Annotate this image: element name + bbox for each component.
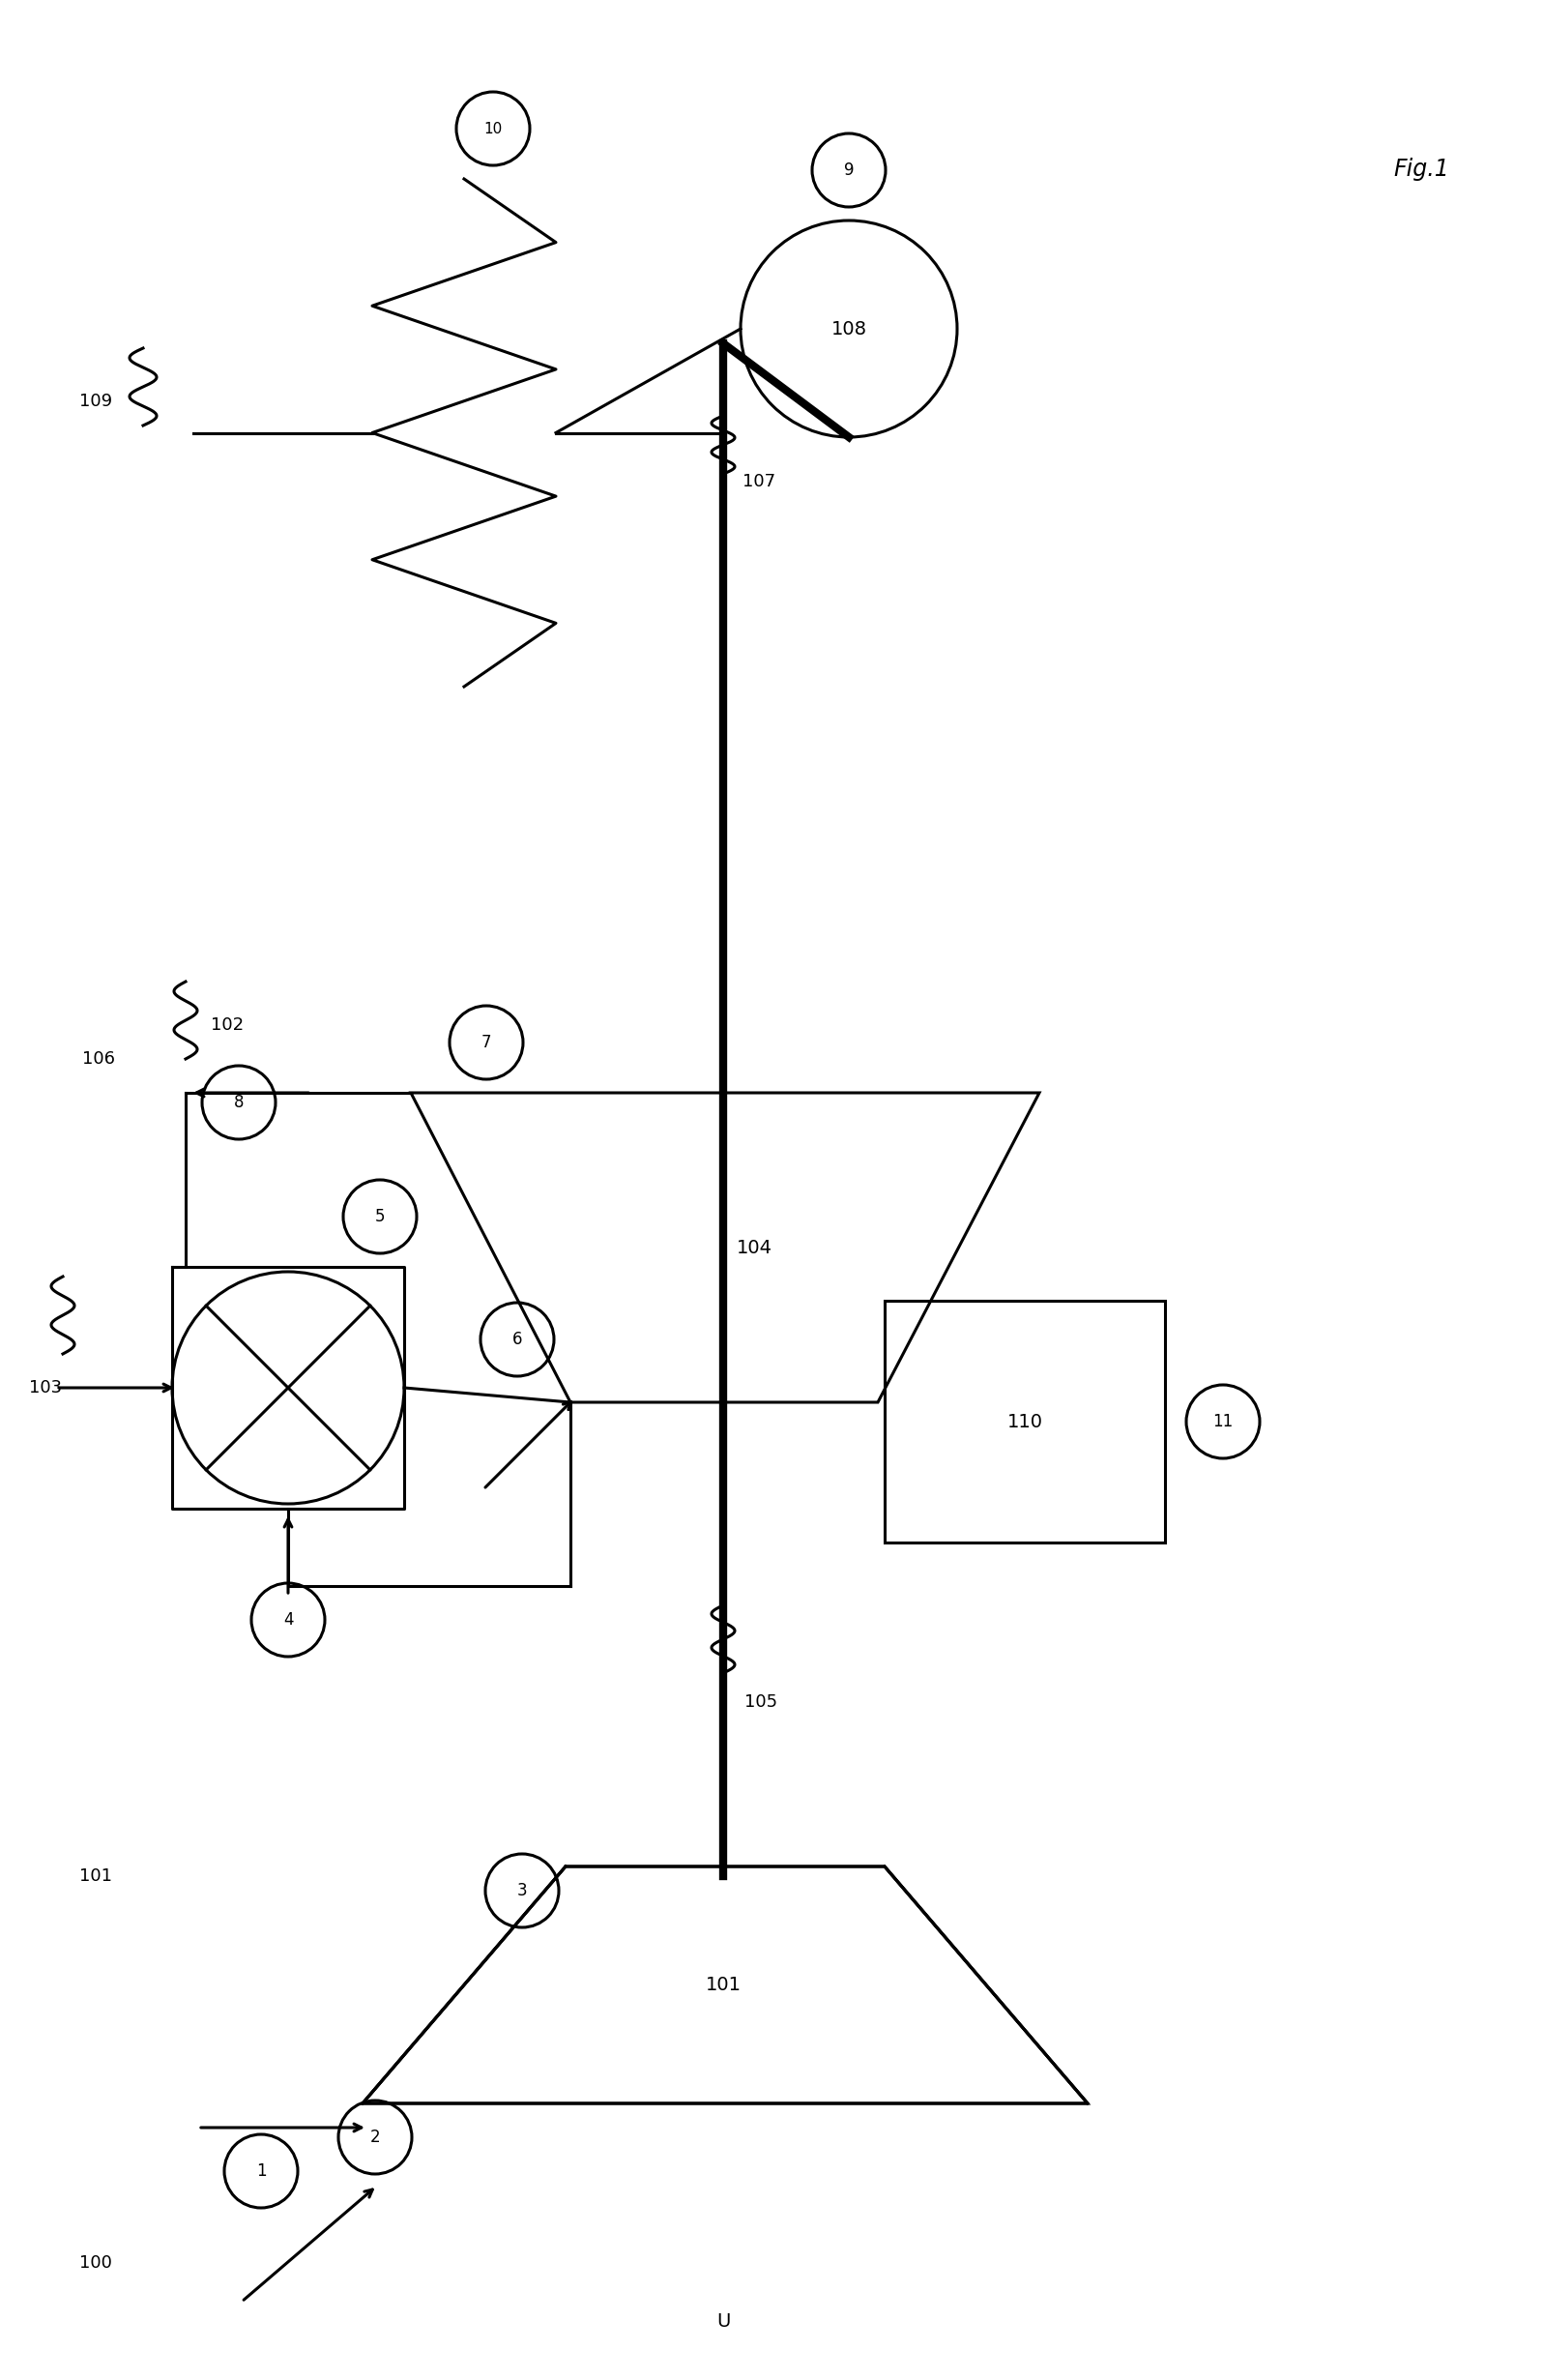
Text: 106: 106: [82, 1050, 116, 1069]
Text: Fig.1: Fig.1: [1393, 157, 1449, 181]
Text: 4: 4: [282, 1611, 293, 1628]
Text: 109: 109: [79, 393, 113, 409]
Text: 104: 104: [736, 1238, 772, 1257]
Text: 100: 100: [79, 2254, 113, 2271]
Text: 2: 2: [370, 2128, 380, 2147]
Text: 11: 11: [1213, 1414, 1233, 1430]
Text: 107: 107: [742, 474, 776, 490]
Text: 103: 103: [29, 1378, 62, 1397]
Text: 10: 10: [485, 121, 503, 136]
Bar: [884, 1302, 1165, 1542]
Text: 9: 9: [844, 162, 853, 178]
Text: 108: 108: [832, 319, 867, 338]
Text: 6: 6: [512, 1330, 523, 1347]
Text: 1: 1: [256, 2163, 267, 2180]
Text: U: U: [716, 2311, 730, 2330]
Text: 8: 8: [233, 1095, 244, 1111]
Text: 101: 101: [79, 1868, 113, 1885]
Text: 7: 7: [481, 1033, 491, 1052]
Text: 101: 101: [705, 1975, 741, 1994]
Text: 110: 110: [1008, 1411, 1043, 1430]
Text: 3: 3: [517, 1883, 528, 1899]
Text: 5: 5: [375, 1209, 386, 1226]
Text: 105: 105: [744, 1692, 778, 1711]
Text: 102: 102: [211, 1016, 244, 1033]
